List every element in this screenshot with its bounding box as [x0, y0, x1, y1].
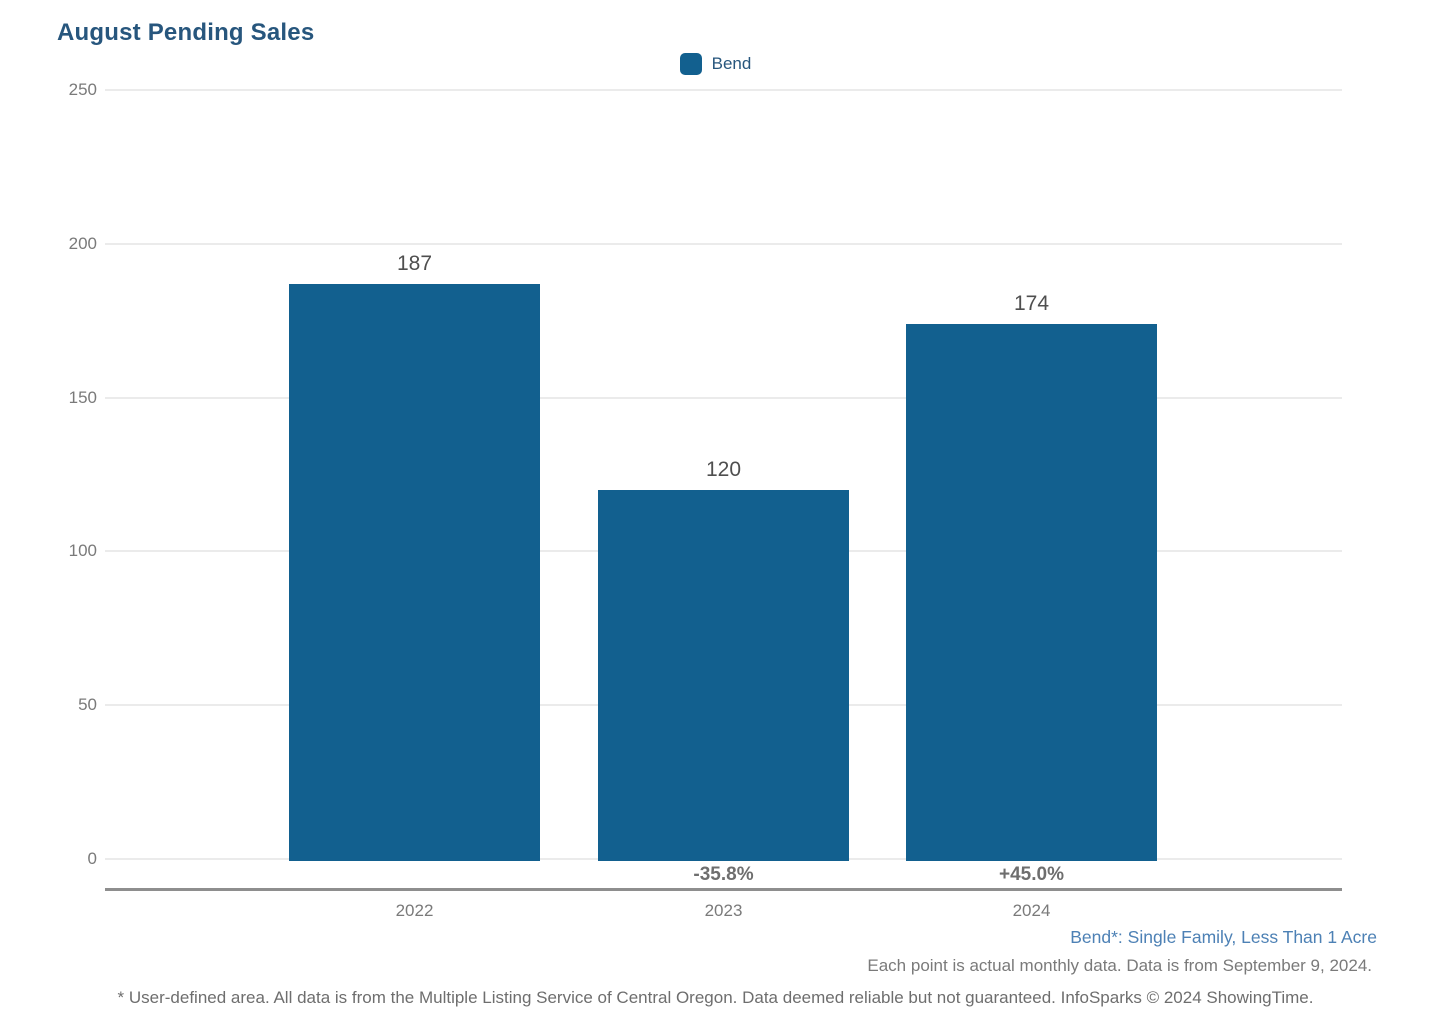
pct-change-label: +45.0%	[999, 864, 1064, 885]
pct-change-label: -35.8%	[693, 864, 754, 885]
gridline-y150	[105, 396, 1342, 399]
x-axis-line	[105, 888, 1342, 891]
chart-title: August Pending Sales	[57, 19, 315, 46]
x-axis-tick-label: 2022	[395, 901, 434, 920]
y-axis-tick-label: 200	[68, 233, 97, 253]
disclaimer-note: * User-defined area. All data is from th…	[117, 988, 1314, 1007]
y-axis-tick-label: 100	[68, 541, 97, 561]
y-axis-tick-label: 150	[68, 387, 97, 407]
series-definition-note: Bend*: Single Family, Less Than 1 Acre	[1070, 927, 1377, 947]
legend-label-bend: Bend	[711, 54, 752, 73]
gridline-y250	[105, 89, 1342, 91]
legend-swatch-bend	[679, 53, 702, 75]
y-axis-tick-label: 50	[78, 695, 97, 715]
y-axis-tick-label: 250	[68, 80, 97, 99]
data-date-note: Each point is actual monthly data. Data …	[867, 956, 1372, 975]
bar-2024[interactable]	[906, 323, 1157, 861]
gridline-y200	[105, 242, 1342, 245]
bar-value-label: 187	[396, 251, 433, 275]
legend-item-bend[interactable]: Bend	[679, 53, 752, 75]
bar-2022[interactable]	[289, 283, 540, 861]
legend: Bend	[0, 53, 1431, 75]
bar-2023[interactable]	[598, 489, 849, 861]
bar-value-label: 174	[1013, 291, 1050, 315]
x-axis-tick-label: 2024	[1012, 901, 1051, 920]
bar-value-label: 120	[705, 457, 742, 481]
x-axis-tick-label: 2023	[704, 901, 743, 920]
y-axis-tick-label: 0	[87, 849, 97, 868]
